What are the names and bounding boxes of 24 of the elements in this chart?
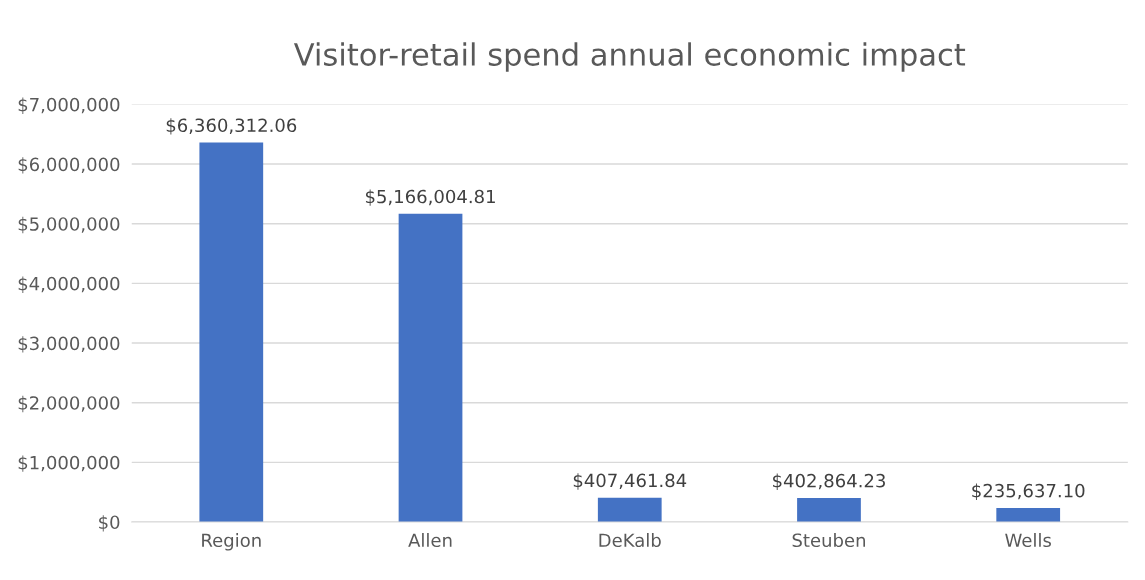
data-label: $5,166,004.81 [365,189,495,206]
x-tick-label: Region [202,533,261,551]
y-tick-label: $5,000,000 [18,216,120,234]
x-tick-label: DeKalb [599,533,661,548]
y-tick-label: $2,000,000 [18,395,120,413]
data-label: $407,461.84 [573,473,687,490]
data-label: $402,864.23 [773,473,885,490]
bar [597,497,662,522]
x-tick-label: Allen [408,533,452,548]
chart-title: Visitor-retail spend annual economic impact [293,42,966,72]
y-tick-label: $0 [99,515,120,532]
bar [996,507,1061,522]
bar [398,213,463,522]
x-tick-label: Wells [1005,533,1051,548]
data-label: $6,360,312.06 [166,118,297,135]
y-tick-label: $7,000,000 [18,97,120,114]
data-label: $235,637.10 [972,483,1085,500]
y-tick-label: $3,000,000 [18,336,120,353]
x-tick-label: Steuben [792,533,865,548]
bar [199,142,264,522]
y-tick-label: $4,000,000 [18,276,120,293]
bar [797,497,861,522]
y-tick-label: $1,000,000 [18,455,120,472]
y-tick-label: $6,000,000 [18,157,120,174]
